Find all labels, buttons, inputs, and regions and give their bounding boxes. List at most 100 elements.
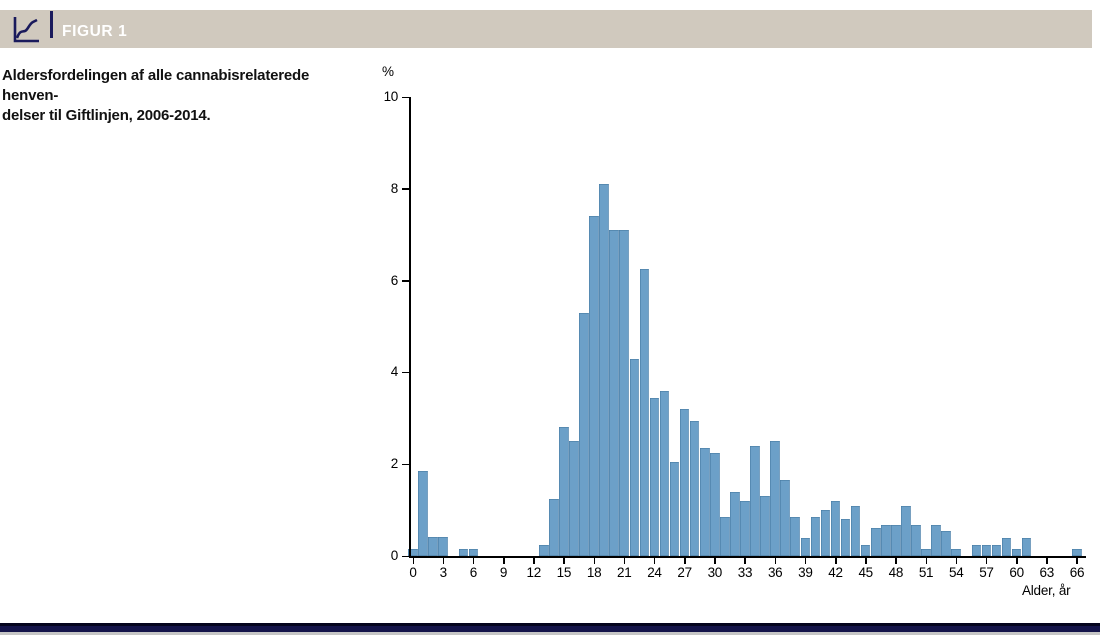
x-tick-label-36: 36 <box>767 565 783 580</box>
footer-rule-dark-edge <box>0 623 1100 626</box>
bar-age-2 <box>428 536 438 556</box>
x-tick-label-21: 21 <box>617 565 632 580</box>
line-chart-icon <box>13 17 39 43</box>
bar-age-48 <box>891 524 901 556</box>
x-tick-label-18: 18 <box>586 565 602 580</box>
footer-rule <box>0 623 1100 632</box>
y-axis-line <box>409 97 411 558</box>
x-tick-39 <box>804 557 807 564</box>
bar-age-20 <box>609 230 619 556</box>
bar-age-26 <box>669 461 680 556</box>
bar-age-6 <box>468 549 479 556</box>
x-tick-label-12: 12 <box>526 565 542 580</box>
bar-age-37 <box>780 480 790 556</box>
x-tick-9 <box>503 557 505 564</box>
x-tick-48 <box>895 557 897 564</box>
bar-age-27 <box>679 409 690 556</box>
x-tick-label-3: 3 <box>439 565 448 580</box>
bar-age-28 <box>689 420 700 556</box>
bar-age-19 <box>599 184 609 556</box>
y-tick-8 <box>402 188 409 190</box>
x-tick-label-0: 0 <box>409 565 417 580</box>
x-tick-60 <box>1016 557 1018 564</box>
x-tick-label-54: 54 <box>949 565 964 580</box>
bar-age-30 <box>710 452 720 556</box>
bar-age-58 <box>991 544 1002 556</box>
y-tick-label-8: 8 <box>390 180 399 196</box>
caption-line-1: Aldersfordelingen af alle cannabisrelate… <box>2 67 310 104</box>
bar-age-47 <box>881 524 891 556</box>
bar-age-22 <box>629 358 640 556</box>
bar-age-40 <box>810 516 821 556</box>
x-tick-63 <box>1046 557 1048 564</box>
x-tick-label-39: 39 <box>798 565 813 580</box>
bar-age-41 <box>820 510 831 556</box>
x-tick-6 <box>472 557 475 564</box>
header-divider <box>50 11 53 38</box>
bar-age-34 <box>750 445 760 556</box>
bar-age-18 <box>589 216 599 556</box>
bar-age-39 <box>800 537 811 556</box>
bar-age-31 <box>720 516 730 556</box>
bar-age-61 <box>1021 537 1032 556</box>
bar-age-42 <box>830 500 841 556</box>
x-tick-label-51: 51 <box>918 565 934 580</box>
x-tick-label-33: 33 <box>737 565 753 580</box>
bar-age-51 <box>921 549 931 556</box>
bar-age-33 <box>740 500 750 556</box>
bar-age-45 <box>860 544 871 556</box>
bar-age-44 <box>850 505 861 556</box>
y-tick-label-4: 4 <box>390 364 399 380</box>
x-tick-27 <box>684 557 686 564</box>
bar-age-49 <box>901 505 911 556</box>
x-tick-18 <box>593 557 596 564</box>
x-tick-36 <box>774 557 777 564</box>
bar-age-35 <box>760 496 770 556</box>
bar-age-53 <box>941 530 951 556</box>
x-tick-label-27: 27 <box>677 565 692 580</box>
x-tick-30 <box>714 557 716 564</box>
bar-age-57 <box>981 544 992 556</box>
x-axis-line <box>409 556 1086 558</box>
x-axis-title: Alder, år <box>1021 583 1071 598</box>
x-tick-54 <box>955 557 958 564</box>
bar-age-13 <box>538 544 549 556</box>
bar-age-60 <box>1011 549 1022 556</box>
y-tick-label-6: 6 <box>390 272 399 288</box>
x-tick-label-42: 42 <box>828 565 843 580</box>
x-tick-label-6: 6 <box>469 565 478 580</box>
figure-caption: Aldersfordelingen af alle cannabisrelate… <box>2 66 352 126</box>
bar-age-38 <box>790 516 801 556</box>
y-tick-10 <box>402 96 409 98</box>
bar-age-50 <box>911 524 921 556</box>
x-tick-label-45: 45 <box>858 565 873 580</box>
y-tick-label-10: 10 <box>383 89 399 104</box>
x-tick-12 <box>533 557 535 564</box>
x-tick-15 <box>563 557 565 564</box>
y-tick-0 <box>402 555 409 557</box>
bar-age-14 <box>549 498 559 556</box>
x-tick-label-63: 63 <box>1039 565 1055 580</box>
x-tick-label-24: 24 <box>647 565 662 580</box>
x-tick-57 <box>985 557 988 564</box>
y-tick-2 <box>402 463 409 466</box>
bar-age-5 <box>458 549 469 556</box>
bar-age-36 <box>770 441 780 556</box>
x-tick-45 <box>865 557 867 564</box>
bar-age-59 <box>1001 537 1012 556</box>
x-tick-label-66: 66 <box>1069 565 1085 580</box>
bar-age-21 <box>619 230 630 556</box>
figure-number-label: FIGUR 1 <box>62 23 128 40</box>
x-tick-label-15: 15 <box>556 565 572 580</box>
x-tick-24 <box>653 557 656 564</box>
x-tick-66 <box>1076 557 1078 564</box>
page-bottom-edge <box>0 632 1100 635</box>
x-tick-3 <box>442 557 445 564</box>
y-tick-6 <box>402 280 409 282</box>
caption-line-2: delser til Giftlinjen, 2006-2014. <box>2 107 211 124</box>
y-axis-unit-label: % <box>382 64 395 79</box>
bar-age-29 <box>699 448 710 556</box>
bar-age-52 <box>931 524 941 556</box>
